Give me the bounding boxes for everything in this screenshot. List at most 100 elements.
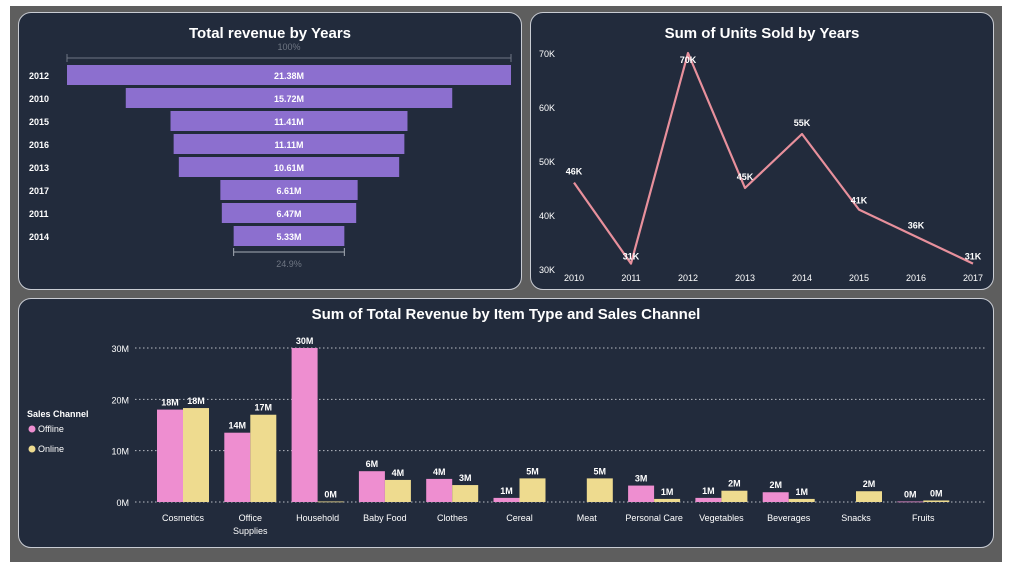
bar-data-label: 17M bbox=[255, 403, 273, 413]
line-xtick-label: 2010 bbox=[564, 273, 584, 283]
legend-item-offline: Offline bbox=[38, 424, 64, 434]
bar-online bbox=[586, 478, 613, 502]
line-data-label: 70K bbox=[680, 55, 697, 65]
funnel-bar bbox=[67, 65, 511, 85]
bar-online bbox=[250, 414, 277, 502]
line-xtick-label: 2015 bbox=[849, 273, 869, 283]
bar-data-label: 5M bbox=[594, 466, 607, 476]
bar-data-label: 0M bbox=[904, 489, 917, 499]
funnel-title: Total revenue by Years bbox=[188, 25, 352, 42]
bar-category-label: Beverages bbox=[767, 513, 811, 523]
bar-online bbox=[788, 498, 815, 502]
line-xtick-label: 2011 bbox=[621, 273, 640, 283]
bar-offline bbox=[897, 501, 924, 503]
line-ytick-label: 40K bbox=[539, 211, 555, 221]
funnel-bar bbox=[125, 88, 453, 108]
bar-online bbox=[317, 501, 344, 503]
bar-category-label: Baby Food bbox=[363, 513, 407, 523]
bar-online bbox=[721, 490, 748, 502]
bar-ytick-label: 30M bbox=[111, 344, 129, 354]
line-data-label: 46K bbox=[566, 167, 583, 177]
legend-title: Sales Channel bbox=[27, 409, 89, 419]
bar-online bbox=[384, 479, 411, 502]
bar-data-label: 4M bbox=[433, 467, 446, 477]
bar-ytick-label: 10M bbox=[111, 447, 129, 457]
bar-data-label: 2M bbox=[769, 480, 782, 490]
bar-category-label: Meat bbox=[577, 513, 598, 523]
bar-data-label: 1M bbox=[795, 487, 808, 497]
bar-data-label: 18M bbox=[187, 396, 205, 406]
bar-offline bbox=[762, 492, 789, 502]
line-ytick-label: 30K bbox=[539, 265, 555, 275]
bar-data-label: 1M bbox=[661, 487, 674, 497]
bar-offline bbox=[157, 409, 183, 502]
bar-data-label: 14M bbox=[229, 421, 247, 431]
line-xtick-label: 2013 bbox=[735, 273, 755, 283]
funnel-bar bbox=[178, 157, 400, 177]
line-panel[interactable]: Sum of Units Sold by Years 30K 40K 50K 60K 7… bbox=[530, 12, 994, 290]
funnel-value-label: 21.38M bbox=[274, 71, 304, 81]
funnel-value-label: 5.33M bbox=[276, 232, 301, 242]
funnel-bar bbox=[233, 226, 345, 246]
bar-data-label: 4M bbox=[392, 468, 405, 478]
funnel-category-label: 2012 bbox=[29, 71, 49, 81]
line-title: Sum of Units Sold by Years bbox=[664, 25, 860, 42]
line-data-label: 55K bbox=[794, 118, 811, 128]
line-ytick-label: 50K bbox=[539, 157, 555, 167]
bar-online bbox=[856, 491, 882, 502]
bar-data-label: 0M bbox=[324, 489, 337, 499]
bar-data-label: 1M bbox=[500, 486, 513, 496]
funnel-value-label: 11.41M bbox=[274, 117, 304, 127]
funnel-category-label: 2017 bbox=[29, 186, 49, 196]
line-series bbox=[573, 51, 974, 265]
legend-item-online: Online bbox=[38, 444, 64, 454]
bar-data-label: 18M bbox=[161, 398, 179, 408]
line-data-label: 36K bbox=[908, 221, 925, 231]
bar-category-label: Vegetables bbox=[699, 513, 744, 523]
bar-online bbox=[183, 408, 209, 502]
funnel-category-label: 2011 bbox=[29, 209, 49, 219]
funnel-category-label: 2014 bbox=[29, 232, 49, 242]
funnel-category-label: 2016 bbox=[29, 140, 49, 150]
bar-category-label: Snacks bbox=[841, 513, 871, 523]
bar-category-label: Clothes bbox=[437, 513, 468, 523]
bar-panel[interactable]: Sum of Total Revenue by Item Type and Sa… bbox=[18, 298, 994, 548]
bar-data-label: 5M bbox=[526, 466, 539, 476]
bar-offline bbox=[695, 497, 722, 502]
line-data-label: 31K bbox=[623, 252, 640, 262]
funnel-category-label: 2010 bbox=[29, 94, 49, 104]
clustered-bar-chart: 0M 10M 20M 30M Sales Channel Offline Online 18M… bbox=[27, 336, 985, 536]
line-data-label: 41K bbox=[851, 196, 868, 206]
line-ytick-label: 60K bbox=[539, 103, 555, 113]
funnel-panel[interactable]: Total revenue by Years 100% 21.38M 2012 15.… bbox=[18, 12, 522, 290]
funnel-value-label: 6.61M bbox=[276, 186, 301, 196]
legend-marker bbox=[28, 425, 36, 433]
funnel-value-label: 15.72M bbox=[274, 94, 304, 104]
bar-online bbox=[452, 485, 479, 502]
bar-ytick-label: 0M bbox=[116, 498, 129, 508]
bar-online bbox=[519, 478, 546, 502]
funnel-bar bbox=[221, 203, 357, 223]
funnel-top-percent: 100% bbox=[277, 42, 300, 52]
funnel-category-label: 2013 bbox=[29, 163, 49, 173]
legend-marker bbox=[28, 445, 36, 453]
funnel-category-label: 2015 bbox=[29, 117, 49, 127]
bar-offline bbox=[628, 485, 655, 502]
bar-offline bbox=[493, 497, 520, 502]
bar-category-label: Personal Care bbox=[625, 513, 683, 523]
funnel-value-label: 6.47M bbox=[276, 209, 301, 219]
bar-category-label: Cereal bbox=[506, 513, 533, 523]
bar-ytick-label: 20M bbox=[111, 395, 129, 405]
line-ytick-label: 70K bbox=[539, 49, 555, 59]
bar-category-label: Office bbox=[239, 513, 262, 523]
bar-online bbox=[923, 500, 950, 502]
line-xtick-label: 2016 bbox=[906, 273, 926, 283]
funnel-bar bbox=[170, 111, 408, 131]
line-data-label: 31K bbox=[965, 252, 982, 262]
funnel-value-label: 11.11M bbox=[274, 140, 303, 150]
line-chart: 30K 40K 50K 60K 70K 2010 2011 2012 2013 2014 2015 2… bbox=[539, 49, 983, 283]
bar-data-label: 3M bbox=[635, 474, 648, 484]
bar-category-label: Supplies bbox=[233, 526, 268, 536]
bar-data-label: 3M bbox=[459, 473, 472, 483]
bar-data-label: 2M bbox=[728, 479, 741, 489]
